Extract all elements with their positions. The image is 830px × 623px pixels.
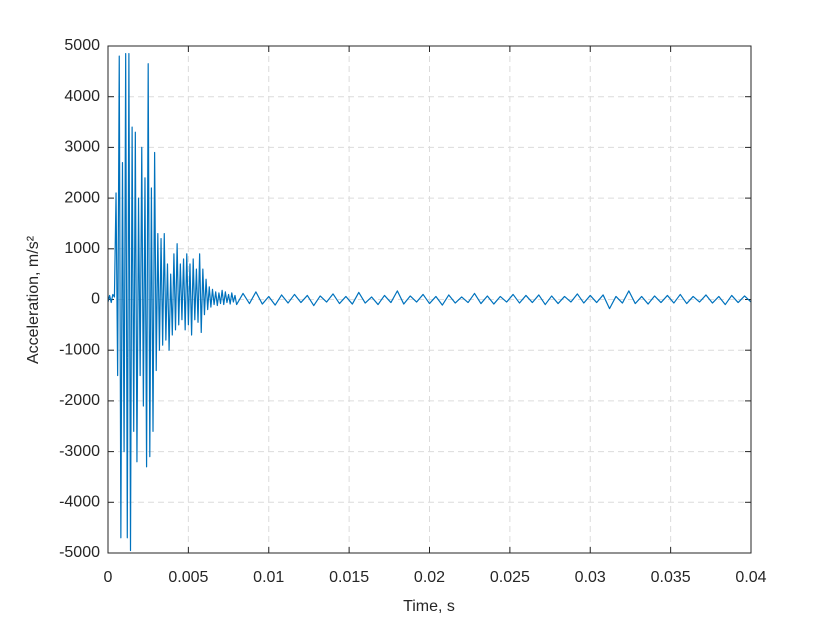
data-line bbox=[107, 53, 752, 552]
x-tick-label: 0.035 bbox=[651, 569, 691, 586]
y-tick-label: 1000 bbox=[64, 240, 100, 257]
y-axis-label: Acceleration, m/s² bbox=[25, 235, 42, 364]
y-tick-label: 3000 bbox=[64, 139, 100, 156]
x-axis-label: Time, s bbox=[403, 598, 455, 615]
y-tick-label: 2000 bbox=[64, 189, 100, 206]
x-tick-label: 0 bbox=[104, 569, 113, 586]
x-tick-label: 0.01 bbox=[253, 569, 284, 586]
y-tick-label: 5000 bbox=[64, 37, 100, 54]
y-tick-label: -4000 bbox=[59, 494, 100, 511]
x-tick-label: 0.015 bbox=[329, 569, 369, 586]
y-tick-label: 4000 bbox=[64, 88, 100, 105]
x-tick-label: 0.025 bbox=[490, 569, 530, 586]
y-tick-label: 0 bbox=[91, 291, 100, 308]
plot-frame bbox=[107, 45, 752, 554]
y-tick-label: -3000 bbox=[59, 443, 100, 460]
x-tick-label: 0.02 bbox=[414, 569, 445, 586]
x-tick-label: 0.04 bbox=[735, 569, 766, 586]
x-tick-label: 0.005 bbox=[168, 569, 208, 586]
y-tick-label: -5000 bbox=[59, 544, 100, 561]
y-tick-label: -2000 bbox=[59, 392, 100, 409]
x-tick-label: 0.03 bbox=[575, 569, 606, 586]
y-tick-label: -1000 bbox=[59, 341, 100, 358]
